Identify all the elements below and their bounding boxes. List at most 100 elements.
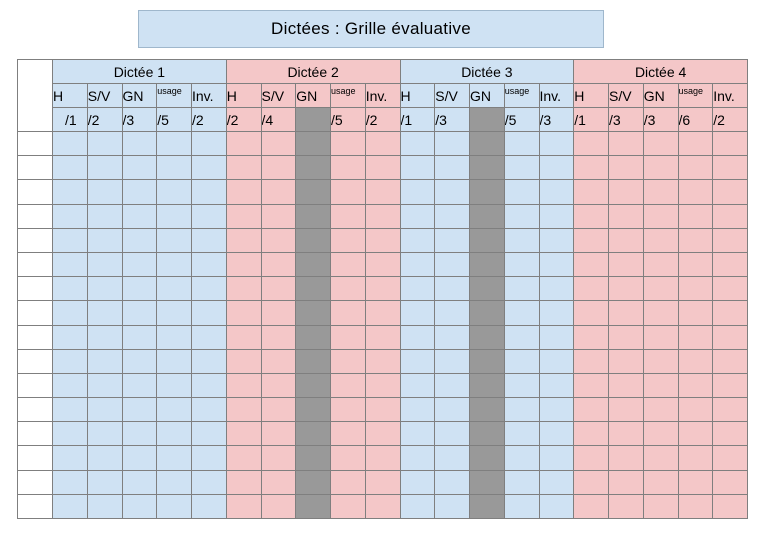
score-cell[interactable]: [503, 372, 540, 399]
score-cell[interactable]: [434, 397, 470, 423]
score-cell[interactable]: [260, 203, 297, 229]
score-cell[interactable]: [712, 203, 748, 229]
score-cell[interactable]: [608, 276, 644, 302]
score-cell[interactable]: [608, 348, 644, 374]
score-cell[interactable]: [156, 203, 192, 229]
score-cell[interactable]: [225, 155, 262, 181]
score-cell[interactable]: [52, 300, 88, 326]
score-cell[interactable]: [121, 397, 158, 423]
score-cell[interactable]: [330, 130, 366, 157]
score-cell[interactable]: [225, 324, 262, 350]
score-cell[interactable]: [434, 179, 470, 205]
score-cell[interactable]: [573, 130, 609, 157]
score-cell[interactable]: [364, 130, 401, 157]
score-cell[interactable]: [156, 469, 192, 495]
score-cell[interactable]: [503, 348, 540, 374]
score-cell[interactable]: [260, 300, 297, 326]
score-cell[interactable]: [399, 469, 436, 495]
score-cell[interactable]: [330, 179, 366, 205]
score-cell[interactable]: [330, 324, 366, 350]
score-cell[interactable]: [191, 421, 227, 447]
score-cell[interactable]: [260, 276, 297, 302]
score-cell[interactable]: [642, 493, 679, 520]
score-cell[interactable]: [364, 324, 401, 350]
score-cell[interactable]: [573, 445, 609, 471]
score-cell[interactable]: [538, 445, 575, 471]
score-cell[interactable]: [712, 397, 748, 423]
score-cell[interactable]: [712, 227, 748, 253]
score-cell[interactable]: [52, 203, 88, 229]
student-name-cell[interactable]: [17, 276, 53, 302]
score-cell[interactable]: [503, 155, 540, 181]
score-cell[interactable]: [191, 348, 227, 374]
score-cell[interactable]: [191, 469, 227, 495]
score-cell[interactable]: [86, 227, 123, 253]
score-cell[interactable]: [399, 300, 436, 326]
score-cell[interactable]: [121, 348, 158, 374]
score-cell[interactable]: [608, 397, 644, 423]
score-cell[interactable]: [52, 179, 88, 205]
score-cell[interactable]: [642, 348, 679, 374]
score-cell[interactable]: [156, 251, 192, 278]
score-cell[interactable]: [52, 445, 88, 471]
score-cell[interactable]: [608, 179, 644, 205]
score-cell[interactable]: [364, 397, 401, 423]
score-cell[interactable]: [677, 227, 714, 253]
score-cell[interactable]: [538, 179, 575, 205]
score-cell[interactable]: [712, 300, 748, 326]
score-cell[interactable]: [225, 469, 262, 495]
score-cell[interactable]: [86, 469, 123, 495]
score-cell[interactable]: [191, 372, 227, 399]
score-cell[interactable]: [503, 276, 540, 302]
score-cell[interactable]: [503, 469, 540, 495]
score-cell[interactable]: [156, 324, 192, 350]
score-cell[interactable]: [156, 276, 192, 302]
student-name-cell[interactable]: [17, 130, 53, 157]
score-cell[interactable]: [434, 445, 470, 471]
score-cell[interactable]: [573, 372, 609, 399]
score-cell[interactable]: [156, 372, 192, 399]
score-cell[interactable]: [538, 421, 575, 447]
score-cell[interactable]: [573, 227, 609, 253]
score-cell[interactable]: [364, 421, 401, 447]
score-cell[interactable]: [156, 227, 192, 253]
score-cell[interactable]: [86, 348, 123, 374]
score-cell[interactable]: [434, 421, 470, 447]
score-cell[interactable]: [156, 445, 192, 471]
score-cell[interactable]: [121, 276, 158, 302]
score-cell[interactable]: [503, 445, 540, 471]
score-cell[interactable]: [677, 179, 714, 205]
score-cell[interactable]: [573, 469, 609, 495]
student-name-cell[interactable]: [17, 445, 53, 471]
score-cell[interactable]: [434, 251, 470, 278]
score-cell[interactable]: [121, 203, 158, 229]
score-cell[interactable]: [677, 155, 714, 181]
score-cell[interactable]: [225, 397, 262, 423]
score-cell[interactable]: [260, 493, 297, 520]
student-name-cell[interactable]: [17, 493, 53, 520]
score-cell[interactable]: [191, 227, 227, 253]
score-cell[interactable]: [608, 421, 644, 447]
score-cell[interactable]: [712, 130, 748, 157]
score-cell[interactable]: [52, 397, 88, 423]
score-cell[interactable]: [121, 372, 158, 399]
score-cell[interactable]: [330, 348, 366, 374]
score-cell[interactable]: [434, 469, 470, 495]
score-cell[interactable]: [712, 179, 748, 205]
score-cell[interactable]: [608, 493, 644, 520]
score-cell[interactable]: [86, 155, 123, 181]
student-name-cell[interactable]: [17, 203, 53, 229]
score-cell[interactable]: [156, 397, 192, 423]
score-cell[interactable]: [260, 179, 297, 205]
score-cell[interactable]: [642, 179, 679, 205]
score-cell[interactable]: [642, 324, 679, 350]
score-cell[interactable]: [503, 179, 540, 205]
score-cell[interactable]: [86, 276, 123, 302]
score-cell[interactable]: [121, 445, 158, 471]
score-cell[interactable]: [260, 372, 297, 399]
score-cell[interactable]: [573, 421, 609, 447]
score-cell[interactable]: [503, 397, 540, 423]
score-cell[interactable]: [573, 155, 609, 181]
score-cell[interactable]: [573, 493, 609, 520]
score-cell[interactable]: [434, 203, 470, 229]
